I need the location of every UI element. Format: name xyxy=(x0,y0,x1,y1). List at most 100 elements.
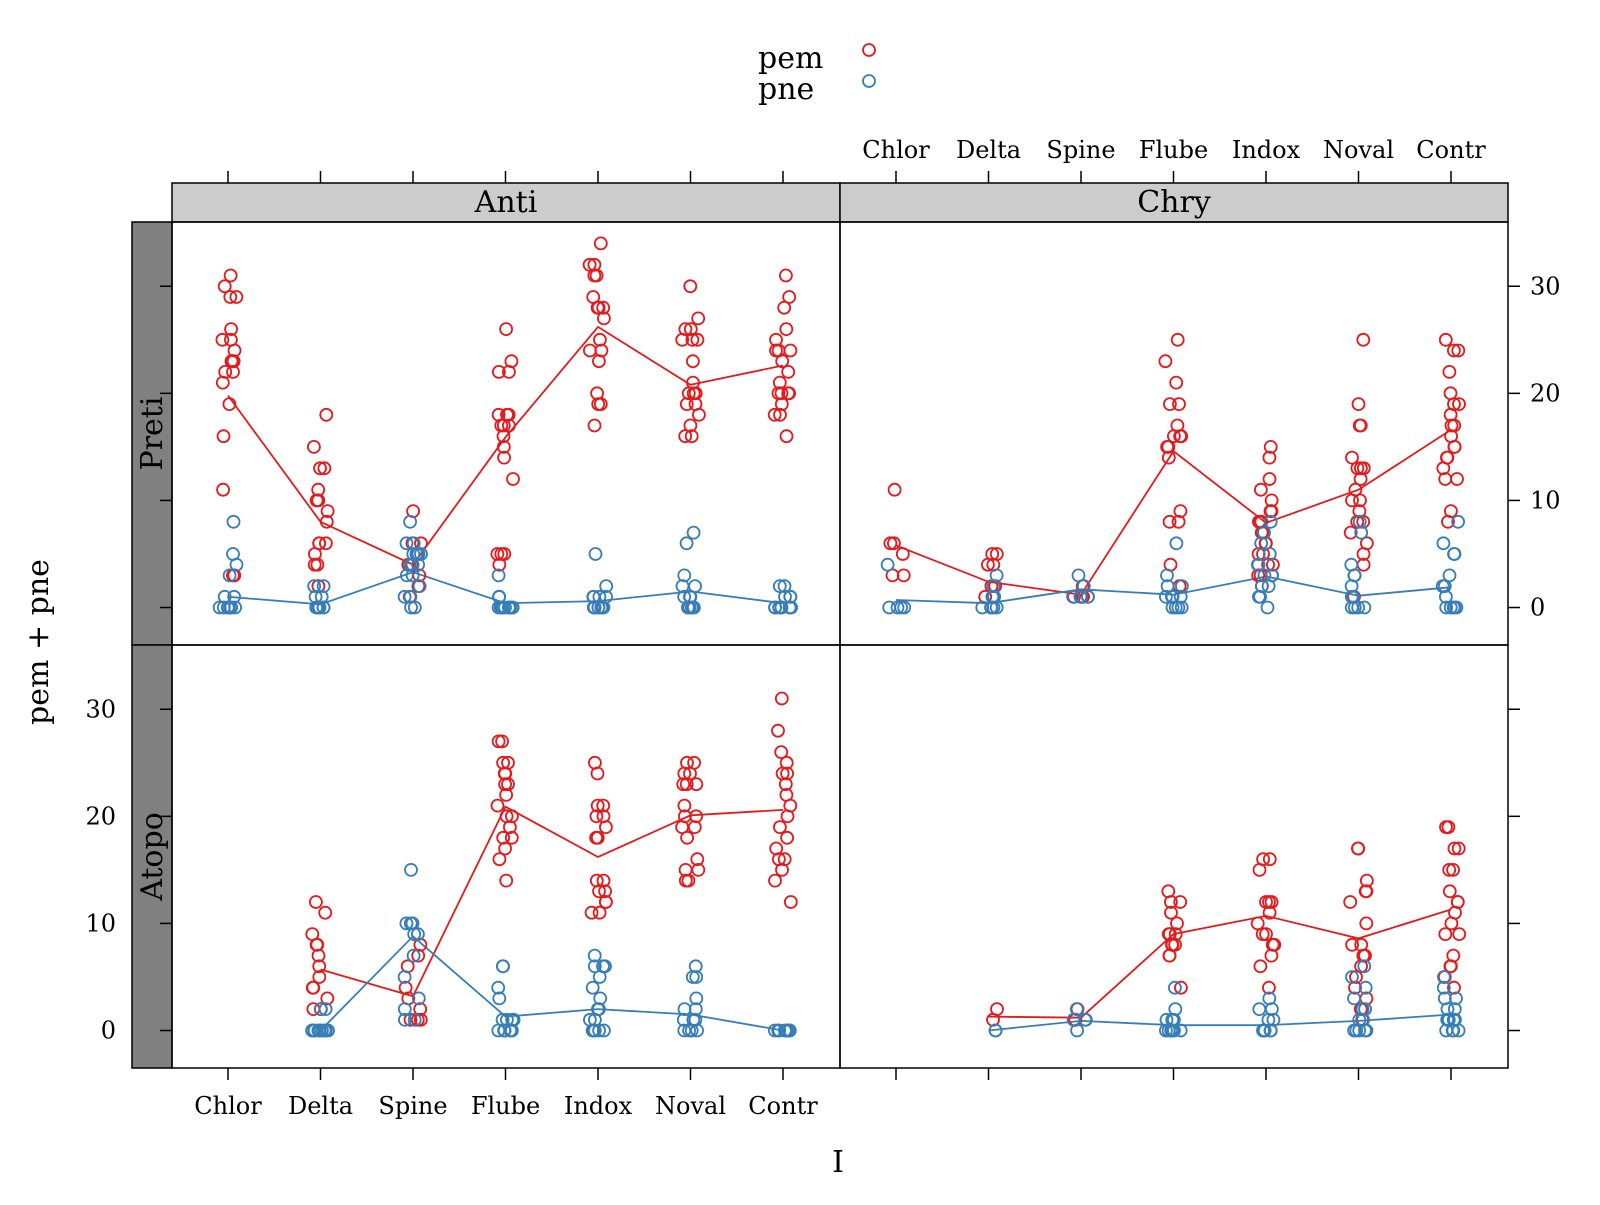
pne-point xyxy=(397,970,412,984)
pem-point xyxy=(771,723,785,738)
pem-point xyxy=(676,777,691,792)
x-tick-label-bottom: Flube xyxy=(471,1092,540,1120)
pem-point xyxy=(778,777,793,792)
x-tick-label-top: Chlor xyxy=(862,136,930,164)
pne-point xyxy=(1446,1023,1461,1038)
pne-point xyxy=(403,514,418,529)
pne-point xyxy=(768,1023,782,1038)
pem-point xyxy=(1447,343,1461,358)
pem-point xyxy=(223,290,238,304)
pne-point xyxy=(1449,991,1463,1006)
pem-point xyxy=(506,472,520,486)
pne-point xyxy=(411,547,426,561)
y-tick-label-right: 0 xyxy=(1530,594,1545,622)
pem-point xyxy=(1442,364,1457,379)
pem-point xyxy=(501,364,516,379)
pem-point xyxy=(318,905,333,920)
pne-point xyxy=(407,1012,422,1027)
pne-point xyxy=(588,547,603,561)
pem-point xyxy=(683,322,698,337)
pne-point xyxy=(784,600,798,615)
pem-point xyxy=(1343,895,1358,909)
pem-point xyxy=(312,959,327,974)
legend-label-pne: pne xyxy=(758,72,814,107)
pem-point xyxy=(496,439,511,454)
pem-point xyxy=(690,332,705,347)
pne-point xyxy=(894,600,909,615)
pem-point xyxy=(223,268,238,283)
pne-point xyxy=(1436,536,1451,551)
pem-point xyxy=(1163,397,1177,412)
pem-point xyxy=(777,300,792,315)
pem-point xyxy=(779,268,793,283)
x-tick-label-bottom: Delta xyxy=(288,1092,353,1120)
pem-point xyxy=(1263,504,1278,519)
pem-point xyxy=(310,937,325,952)
points-layer xyxy=(212,236,1467,1038)
pem-point xyxy=(597,311,611,326)
pem-point xyxy=(678,873,693,888)
pne-point xyxy=(223,600,238,615)
pem-point xyxy=(690,852,705,867)
pem-point xyxy=(678,429,693,444)
pne-point xyxy=(411,991,426,1006)
pem-point xyxy=(1351,397,1366,412)
pem-point xyxy=(896,568,911,583)
pne-point xyxy=(772,1023,787,1038)
pne-point xyxy=(1351,600,1366,615)
pem-point xyxy=(589,268,604,283)
pem-point xyxy=(1172,397,1186,412)
pem-point xyxy=(691,311,706,326)
y-tick-label-left: 30 xyxy=(85,695,116,723)
pem-point xyxy=(599,895,613,909)
pne-point xyxy=(491,600,506,615)
pem-point xyxy=(1441,820,1456,834)
pne-point xyxy=(495,600,510,615)
pne-point xyxy=(1440,1002,1455,1016)
pem-point xyxy=(596,798,611,813)
pem-point xyxy=(411,948,426,963)
pne-point xyxy=(1347,991,1361,1006)
pne-point xyxy=(491,980,506,995)
x-tick-label-top: Flube xyxy=(1139,136,1208,164)
pne-point xyxy=(309,600,324,615)
pem-point xyxy=(1264,895,1279,909)
pem-point xyxy=(587,418,602,433)
pem-point xyxy=(495,734,510,749)
pem-point xyxy=(499,322,514,337)
pne-point xyxy=(1437,970,1451,984)
pem-point xyxy=(1444,959,1458,974)
x-tick-label-top: Noval xyxy=(1323,136,1394,164)
pem-point xyxy=(772,375,787,390)
pne-point xyxy=(497,1023,512,1038)
pem-point xyxy=(592,905,607,920)
pne-point xyxy=(1261,579,1276,593)
pem-point xyxy=(1262,905,1277,920)
pem-point xyxy=(1444,418,1459,433)
pne-point xyxy=(1436,980,1451,995)
pem-point xyxy=(780,830,794,845)
pne-point xyxy=(405,557,420,572)
pne-point xyxy=(397,1012,412,1027)
pem-point xyxy=(1359,873,1374,888)
pem-point xyxy=(781,386,796,401)
pem-point xyxy=(215,375,230,390)
pne-point xyxy=(407,927,422,941)
pne-mean-line xyxy=(319,935,784,1032)
pem-point xyxy=(1345,493,1359,508)
pne-point xyxy=(412,579,427,593)
pem-point xyxy=(1452,397,1466,412)
pne-point xyxy=(321,1023,335,1038)
x-tick-label-top: Delta xyxy=(956,136,1021,164)
pem-point xyxy=(313,461,327,476)
pne-point xyxy=(307,579,322,593)
pem-point xyxy=(1451,841,1466,856)
pem-point xyxy=(583,343,597,358)
pem-point xyxy=(773,407,787,422)
pne-point xyxy=(1347,1023,1361,1038)
pem-point xyxy=(306,439,321,454)
pem-point xyxy=(496,830,511,845)
pne-point xyxy=(1081,589,1095,604)
pem-point xyxy=(689,777,704,792)
pem-point xyxy=(679,777,694,792)
